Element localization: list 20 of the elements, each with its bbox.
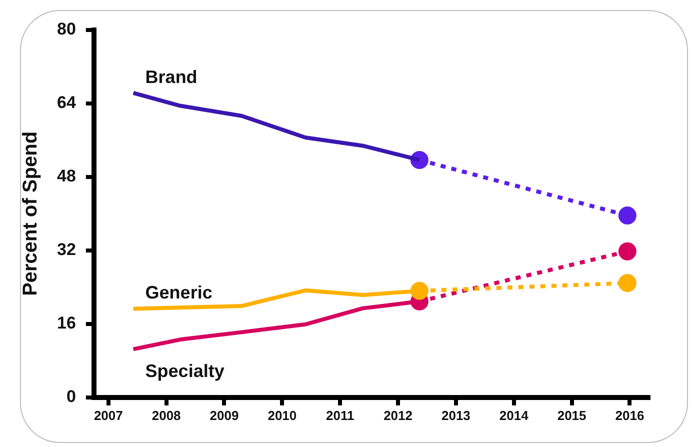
x-tick-label: 2012 <box>384 408 412 423</box>
x-tick-label: 2011 <box>326 408 354 423</box>
x-tick-label: 2007 <box>94 408 123 423</box>
y-tick-label: 64 <box>56 93 76 112</box>
y-tick-label: 48 <box>56 166 76 186</box>
x-tick-label: 2010 <box>268 408 297 423</box>
x-tick-label: 2016 <box>615 408 644 423</box>
y-tick-label: 32 <box>56 240 76 260</box>
series-label: Generic <box>145 282 212 303</box>
x-tick-label: 2015 <box>557 408 586 423</box>
y-tick-label: 80 <box>56 20 76 39</box>
x-tick-label: 2014 <box>499 408 530 423</box>
x-tick-label: 2008 <box>152 408 181 423</box>
series-label: Brand <box>145 66 198 87</box>
x-tick-label: 2009 <box>210 408 239 423</box>
series-label: Specialty <box>145 361 224 382</box>
y-tick-label: 16 <box>56 314 76 333</box>
x-tick-label: 2013 <box>441 408 470 423</box>
y-axis-title: Percent of Spend <box>20 131 42 296</box>
y-tick-label: 0 <box>66 387 76 406</box>
